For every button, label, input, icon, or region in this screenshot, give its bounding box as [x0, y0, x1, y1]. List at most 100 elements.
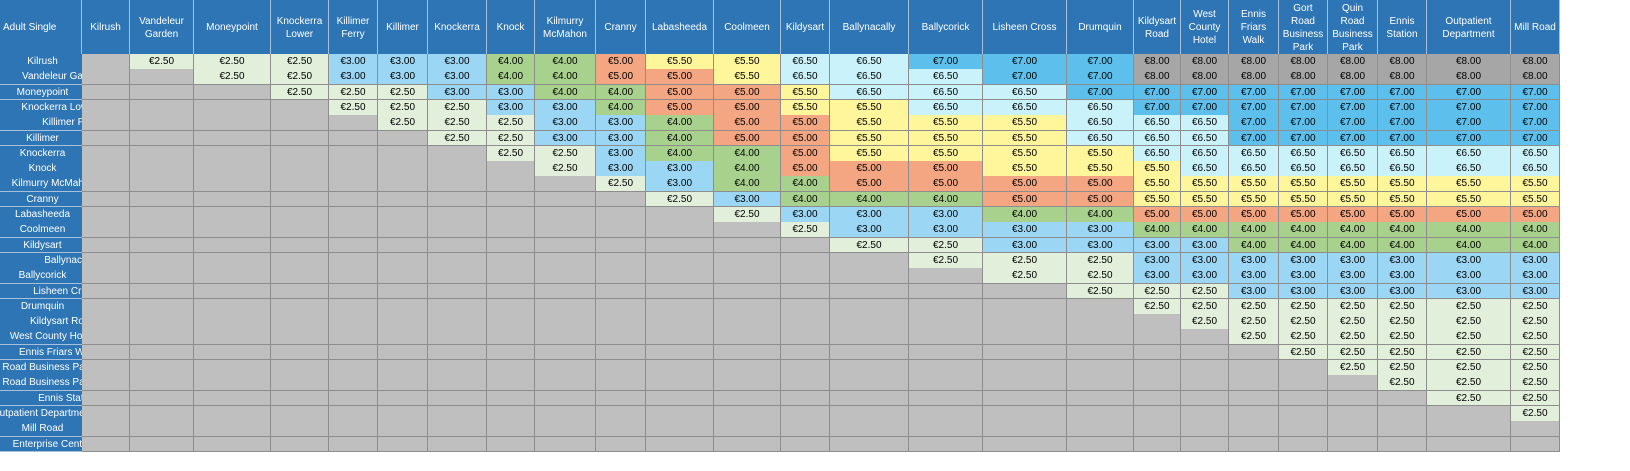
fare-cell	[130, 99, 194, 116]
fare-cell: €2.50	[1328, 329, 1378, 346]
fare-cell: €3.00	[909, 207, 983, 223]
row-header-label: Vandeleur Garden	[22, 71, 86, 83]
fare-cell: €4.00	[1067, 207, 1134, 223]
row-header-label: Drumquin	[20, 300, 65, 312]
fare-cell: €5.50	[1427, 176, 1511, 193]
fare-cell: €2.50	[1134, 298, 1181, 315]
fare-cell	[271, 130, 329, 147]
fare-cell	[909, 283, 983, 300]
fare-cell	[1134, 390, 1181, 407]
row-header-label: Enterprise Centre	[12, 438, 86, 450]
fare-cell	[830, 329, 909, 346]
fare-cell	[487, 161, 535, 177]
fare-cell	[1427, 436, 1511, 453]
fare-cell: €6.50	[1067, 115, 1134, 131]
fare-cell	[1378, 405, 1427, 422]
row-header: Lisheen Cross	[0, 283, 86, 300]
fare-cell	[1328, 436, 1378, 453]
fare-cell	[82, 130, 130, 147]
fare-cell: €6.50	[1181, 145, 1229, 162]
fare-cell: €8.00	[1511, 69, 1560, 86]
fare-cell	[535, 375, 596, 392]
fare-cell: €3.00	[983, 222, 1067, 239]
fare-cell: €4.00	[535, 84, 596, 101]
fare-cell	[329, 314, 378, 330]
fare-cell	[271, 252, 329, 269]
fare-cell: €4.00	[1511, 222, 1560, 239]
fare-cell	[428, 436, 487, 453]
fare-cell: €3.00	[329, 69, 378, 86]
fare-cell: €6.50	[1134, 145, 1181, 162]
fare-cell	[1181, 390, 1229, 407]
fare-cell	[378, 145, 428, 162]
fare-cell	[428, 298, 487, 315]
fare-cell: €4.00	[596, 99, 646, 116]
fare-cell: €8.00	[1181, 54, 1229, 70]
fare-cell: €3.00	[781, 207, 830, 223]
fare-cell: €5.50	[1067, 145, 1134, 162]
fare-cell	[130, 222, 194, 239]
fare-cell: €4.00	[535, 54, 596, 70]
fare-cell: €3.00	[535, 130, 596, 147]
fare-cell	[378, 329, 428, 346]
fare-cell	[130, 237, 194, 254]
fare-cell	[1181, 375, 1229, 392]
fare-cell	[535, 237, 596, 254]
fare-cell: €6.50	[781, 54, 830, 70]
fare-cell	[194, 99, 271, 116]
fare-cell: €4.00	[1181, 222, 1229, 239]
fare-cell	[428, 314, 487, 330]
fare-cell	[329, 360, 378, 376]
fare-cell: €3.00	[714, 191, 781, 208]
fare-cell	[1067, 344, 1134, 361]
row-header: West County Hotel	[0, 329, 86, 346]
column-header: West County Hotel	[1181, 0, 1229, 55]
fare-cell	[1067, 405, 1134, 422]
fare-cell	[130, 69, 194, 86]
fare-cell	[596, 268, 646, 284]
fare-cell: €7.00	[1229, 99, 1279, 116]
row-header-label: Killimer Ferry	[42, 117, 85, 129]
fare-cell: €7.00	[1134, 84, 1181, 101]
fare-cell	[487, 283, 535, 300]
fare-cell	[1134, 344, 1181, 361]
fare-cell	[983, 360, 1067, 376]
fare-cell	[596, 344, 646, 361]
fare-cell: €5.00	[830, 176, 909, 193]
fare-cell	[194, 344, 271, 361]
fare-cell: €5.00	[1279, 207, 1328, 223]
fare-cell	[82, 252, 130, 269]
fare-cell: €5.50	[983, 145, 1067, 162]
fare-cell: €2.50	[781, 222, 830, 239]
fare-cell: €4.00	[1378, 222, 1427, 239]
fare-cell	[781, 283, 830, 300]
fare-cell: €5.50	[983, 161, 1067, 177]
fare-cell: €8.00	[1427, 69, 1511, 86]
fare-cell	[194, 176, 271, 193]
fare-cell: €6.50	[1134, 115, 1181, 131]
fare-cell: €4.00	[983, 207, 1067, 223]
fare-cell	[646, 314, 714, 330]
fare-cell	[271, 390, 329, 407]
row-header: Coolmeen	[0, 222, 86, 239]
fare-cell	[130, 283, 194, 300]
fare-cell: €3.00	[1378, 268, 1427, 284]
fare-cell: €8.00	[1328, 69, 1378, 86]
fare-cell: €3.00	[1378, 252, 1427, 269]
fare-cell	[909, 298, 983, 315]
fare-cell	[1181, 360, 1229, 376]
fare-cell	[271, 375, 329, 392]
fare-cell: €2.50	[1511, 405, 1560, 422]
fare-cell: €4.00	[646, 130, 714, 147]
row-header: Knockerra	[0, 145, 86, 162]
fare-cell	[82, 191, 130, 208]
fare-cell: €6.50	[1229, 161, 1279, 177]
fare-cell	[194, 360, 271, 376]
fare-cell	[781, 329, 830, 346]
fare-cell	[82, 329, 130, 346]
fare-cell	[194, 375, 271, 392]
fare-cell: €5.00	[596, 69, 646, 86]
fare-cell: €3.00	[428, 84, 487, 101]
fare-cell: €5.50	[830, 115, 909, 131]
fare-cell	[130, 298, 194, 315]
